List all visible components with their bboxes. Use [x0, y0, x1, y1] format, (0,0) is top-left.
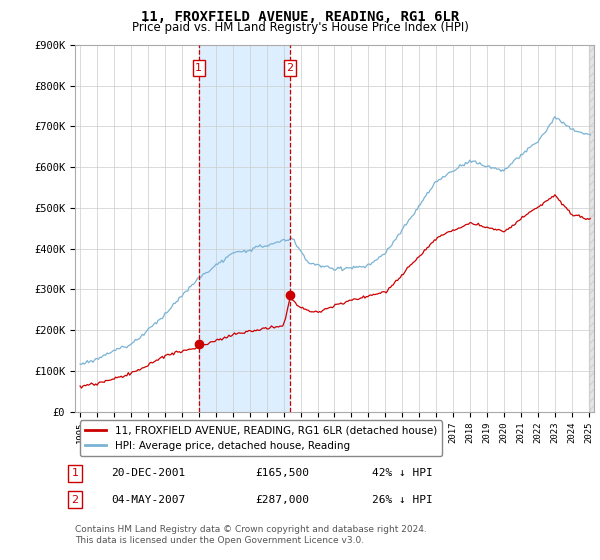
- Text: 26% ↓ HPI: 26% ↓ HPI: [372, 494, 433, 505]
- Legend: 11, FROXFIELD AVENUE, READING, RG1 6LR (detached house), HPI: Average price, det: 11, FROXFIELD AVENUE, READING, RG1 6LR (…: [80, 421, 442, 456]
- Text: 1: 1: [71, 468, 79, 478]
- Text: £287,000: £287,000: [255, 494, 309, 505]
- Bar: [589, 45, 600, 412]
- Text: 04-MAY-2007: 04-MAY-2007: [111, 494, 185, 505]
- Text: 2: 2: [71, 494, 79, 505]
- Text: 42% ↓ HPI: 42% ↓ HPI: [372, 468, 433, 478]
- Text: £165,500: £165,500: [255, 468, 309, 478]
- Text: Price paid vs. HM Land Registry's House Price Index (HPI): Price paid vs. HM Land Registry's House …: [131, 21, 469, 34]
- Bar: [199, 45, 290, 412]
- Text: 1: 1: [196, 63, 202, 73]
- Text: 20-DEC-2001: 20-DEC-2001: [111, 468, 185, 478]
- Text: 11, FROXFIELD AVENUE, READING, RG1 6LR: 11, FROXFIELD AVENUE, READING, RG1 6LR: [141, 10, 459, 24]
- Text: 2: 2: [286, 63, 293, 73]
- Text: Contains HM Land Registry data © Crown copyright and database right 2024.
This d: Contains HM Land Registry data © Crown c…: [75, 525, 427, 545]
